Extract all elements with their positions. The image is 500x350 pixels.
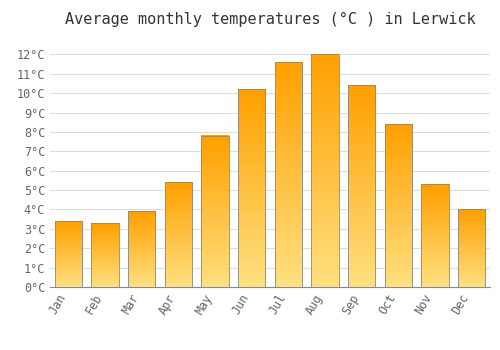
Bar bbox=[164, 182, 192, 287]
Bar bbox=[421, 184, 448, 287]
Bar bbox=[54, 221, 82, 287]
Bar bbox=[311, 54, 339, 287]
Bar bbox=[128, 211, 156, 287]
Bar bbox=[238, 89, 266, 287]
Bar bbox=[91, 223, 119, 287]
Bar bbox=[201, 136, 229, 287]
Bar bbox=[384, 124, 412, 287]
Bar bbox=[274, 62, 302, 287]
Title: Average monthly temperatures (°C ) in Lerwick: Average monthly temperatures (°C ) in Le… bbox=[64, 12, 476, 27]
Bar bbox=[348, 85, 376, 287]
Bar bbox=[458, 209, 485, 287]
